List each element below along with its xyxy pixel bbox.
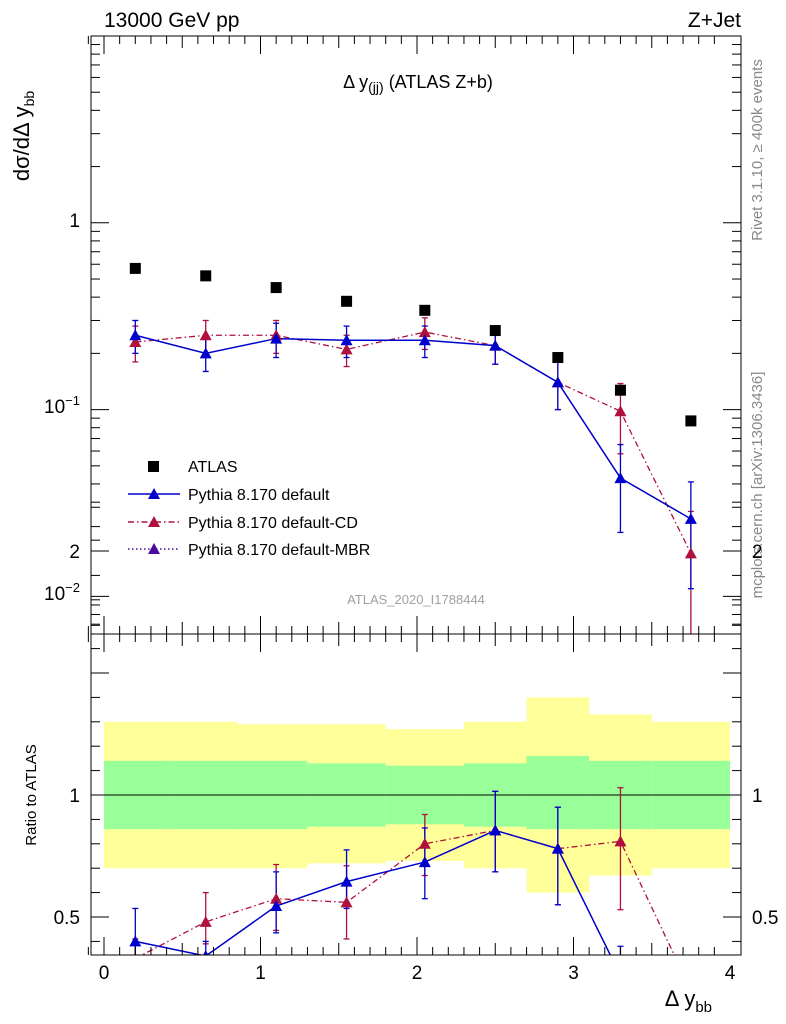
legend-default-marker xyxy=(148,488,160,499)
legend: ATLAS Pythia 8.170 default Pythia 8.170 … xyxy=(128,459,370,559)
ratio-y-tick-label: 0.5 xyxy=(54,908,80,929)
ratio-cd-point xyxy=(340,896,353,908)
series-default-point xyxy=(340,334,353,346)
series-cd-point xyxy=(199,329,212,341)
ratio-default-point xyxy=(614,970,626,981)
ratio-default-point xyxy=(340,875,353,887)
series-default-point xyxy=(614,472,627,484)
series-default-point xyxy=(270,332,283,344)
ratio-default-point xyxy=(489,824,502,836)
ratio-cd-point xyxy=(270,892,283,904)
mcplots-label: mcplots.cern.ch [arXiv:1306.3436] xyxy=(749,372,766,599)
series-atlas-point xyxy=(552,352,564,364)
series-atlas-point xyxy=(200,270,212,282)
legend-atlas-label: ATLAS xyxy=(188,459,238,476)
ratio-x-tick-label: 1 xyxy=(255,963,266,984)
analysis-watermark: ATLAS_2020_I1788444 xyxy=(347,592,485,607)
legend-cd-label: Pythia 8.170 default-CD xyxy=(188,515,358,532)
header-right: Z+Jet xyxy=(688,9,741,32)
ratio-y-tick-label-right: 1 xyxy=(752,786,763,807)
series-default-point xyxy=(129,329,142,341)
legend-cd-marker xyxy=(148,516,160,527)
ratio-y-tick-label-right: 2 xyxy=(752,542,763,563)
ratio-y-ticks: 0.5 0.5 1 1 2 2 xyxy=(54,501,778,942)
ratio-default-point xyxy=(270,900,283,912)
series-default-point xyxy=(489,339,502,351)
ratio-data xyxy=(129,787,697,985)
legend-mbr-label: Pythia 8.170 default-MBR xyxy=(188,542,370,559)
ratio-y-tick-label: 2 xyxy=(69,542,80,563)
ratio-cd-point xyxy=(199,915,212,927)
series-atlas-point xyxy=(341,295,353,307)
header-left: 13000 GeV pp xyxy=(104,9,239,32)
legend-default-label: Pythia 8.170 default xyxy=(188,487,330,504)
main-y-tick-label-1: 1 xyxy=(69,211,80,232)
main-x-ticks xyxy=(87,36,715,634)
ratio-x-tick-label: 4 xyxy=(725,963,736,984)
ratio-panel: 0.5 0.5 1 1 2 2 0 1 2 3 4 Ratio to ATLAS xyxy=(23,501,778,985)
ratio-x-tick-label: 0 xyxy=(99,963,110,984)
series-default-point xyxy=(551,376,564,388)
ratio-cd-point xyxy=(614,835,627,847)
main-panel: 1 10−1 10−2 Δ y(jj) (ATLAS Z+b) ATLAS_20… xyxy=(44,35,742,635)
series-default-point xyxy=(199,347,212,359)
series-atlas-point xyxy=(129,262,141,274)
series-atlas-point xyxy=(270,282,282,294)
ratio-x-tick-label: 2 xyxy=(412,963,423,984)
series-atlas-point xyxy=(685,415,697,427)
main-y-tick-label-0.01: 10−2 xyxy=(44,580,80,605)
series-cd-point xyxy=(340,343,353,355)
ratio-default-point xyxy=(418,856,431,868)
series-atlas-point xyxy=(614,384,626,396)
ratio-default-point xyxy=(203,950,209,955)
series-cd-point xyxy=(129,336,142,348)
ratio-x-ticks: 0 1 2 3 4 xyxy=(87,634,736,984)
ratio-default-point xyxy=(551,842,564,854)
series-cd-point xyxy=(684,547,697,559)
ratio-ylabel: Ratio to ATLAS xyxy=(23,744,40,845)
series-cd-point xyxy=(614,405,627,417)
ratio-y-tick-label: 1 xyxy=(69,786,80,807)
ratio-default-point xyxy=(685,974,697,985)
ratio-xlabel: Δ ybb xyxy=(665,986,712,1016)
series-cd-point xyxy=(418,326,431,338)
main-y-tick-label-0.1: 10−1 xyxy=(44,393,80,418)
series-default-point xyxy=(418,334,431,346)
legend-mbr-marker xyxy=(148,543,160,554)
plot-title: Δ y(jj) (ATLAS Z+b) xyxy=(343,72,493,95)
ratio-cd-line xyxy=(140,829,675,955)
ratio-y-tick-label-right: 0.5 xyxy=(752,908,778,929)
series-atlas-point xyxy=(489,325,501,337)
ratio-x-tick-label: 3 xyxy=(568,963,579,984)
main-y-ticks xyxy=(91,35,741,626)
rivet-version-label: Rivet 3.1.10, ≥ 400k events xyxy=(749,59,766,241)
ratio-cd-point xyxy=(418,837,431,849)
ratio-default-point xyxy=(129,935,142,947)
main-ylabel: dσ/dΔ ybb xyxy=(9,91,37,182)
series-default-point xyxy=(684,512,697,524)
main-data xyxy=(129,262,697,634)
series-atlas-point xyxy=(419,304,431,316)
legend-atlas-marker xyxy=(148,461,159,472)
